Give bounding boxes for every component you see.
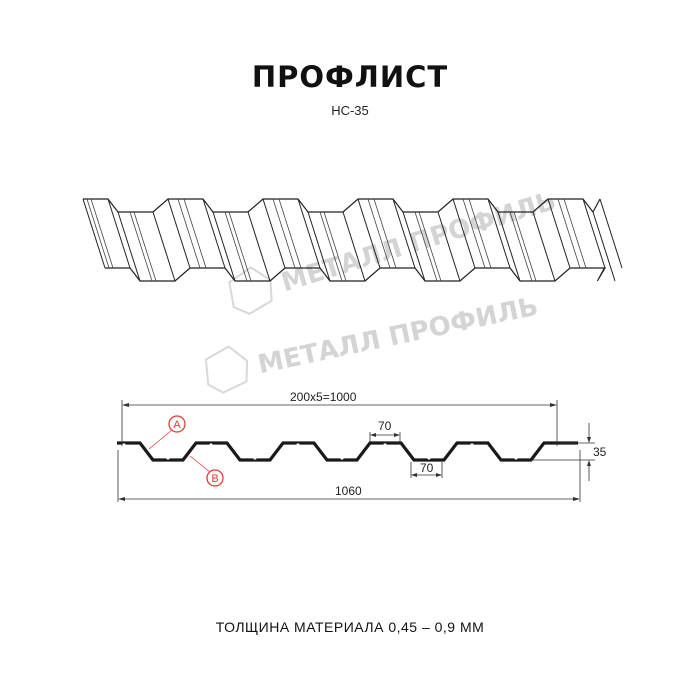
fold-line <box>402 211 426 282</box>
stiffener-line <box>367 198 391 269</box>
stiffener-line <box>418 211 442 282</box>
fold-line <box>342 211 366 282</box>
watermark-text: МЕТАЛЛ ПРОФИЛЬ <box>255 292 541 381</box>
fold-line <box>297 198 321 269</box>
stiffener-line <box>373 198 397 269</box>
watermark-lower: МЕТАЛЛ ПРОФИЛЬ <box>204 292 541 394</box>
dimension-lines <box>117 400 595 502</box>
marker-b: B <box>189 455 224 487</box>
stiffener-rib <box>166 456 170 460</box>
edge-stiffener-line <box>90 198 114 269</box>
sheet-top-edge <box>83 198 601 214</box>
fold-line <box>82 198 106 269</box>
stiffener-rib <box>383 443 387 447</box>
stiffener-line <box>557 198 581 269</box>
stiffener-rib <box>470 443 474 447</box>
stiffener-rib <box>340 456 344 460</box>
stiffener-line <box>509 211 533 282</box>
stiffener-rib <box>427 456 431 460</box>
stiffener-line <box>228 211 252 282</box>
marker-b-label: B <box>211 473 218 485</box>
sheet-3d-view <box>82 198 623 282</box>
fold-line <box>452 198 476 269</box>
fold-line <box>152 211 176 282</box>
stiffener-line <box>319 211 343 282</box>
fold-line <box>582 198 606 269</box>
stiffener-line <box>183 198 207 269</box>
stiffener-rib <box>122 443 126 447</box>
profile-cross-section <box>117 441 578 462</box>
fold-line <box>357 198 381 269</box>
dimension-arrows <box>118 403 591 501</box>
page-title: ПРОФЛИСТ <box>251 60 449 94</box>
fold-line <box>212 211 236 282</box>
stiffener-line <box>133 211 157 282</box>
fold-line <box>167 198 191 269</box>
stiffener-line <box>278 198 302 269</box>
edge-stiffener-line <box>86 198 110 269</box>
stiffener-rib <box>209 443 213 447</box>
fold-line <box>497 211 521 282</box>
stiffener-line <box>224 211 248 282</box>
width-dimension-label: 1060 <box>335 484 362 498</box>
marker-a-label: A <box>173 419 181 431</box>
stiffener-rib <box>514 456 518 460</box>
stiffener-line <box>513 211 537 282</box>
stiffener-rib <box>296 443 300 447</box>
stiffener-line <box>323 211 347 282</box>
fold-line <box>262 198 286 269</box>
sheet-bottom-edge <box>105 267 607 282</box>
fold-line <box>547 198 571 269</box>
fold-line <box>437 211 461 282</box>
stiffener-line <box>462 198 486 269</box>
stiffener-line <box>468 198 492 269</box>
bottom-flat-dimension-label: 70 <box>420 461 434 475</box>
fold-line <box>202 198 226 269</box>
stiffener-line <box>563 198 587 269</box>
profile-line <box>117 441 578 462</box>
stiffener-line <box>414 211 438 282</box>
fold-line <box>487 198 511 269</box>
fold-line <box>392 198 416 269</box>
stiffener-line <box>272 198 296 269</box>
height-dimension-label: 35 <box>593 445 607 459</box>
fold-line <box>117 211 141 282</box>
material-thickness-note: ТОЛЩИНА МАТЕРИАЛА 0,45 – 0,9 ММ <box>215 619 485 635</box>
watermark-text: МЕТАЛЛ ПРОФИЛЬ <box>278 186 560 298</box>
stiffener-line <box>177 198 201 269</box>
stiffener-rib <box>253 456 257 460</box>
fold-line <box>247 211 271 282</box>
fold-line <box>307 211 331 282</box>
fold-line <box>599 198 623 269</box>
pitch-dimension-label: 200x5=1000 <box>290 390 357 404</box>
stiffener-line <box>129 211 153 282</box>
fold-line <box>107 198 131 269</box>
fold-line <box>532 211 556 282</box>
fold-line <box>592 211 616 282</box>
marker-a: A <box>148 415 186 450</box>
top-flat-dimension-label: 70 <box>378 419 392 433</box>
page-subtitle: НС-35 <box>331 103 369 118</box>
